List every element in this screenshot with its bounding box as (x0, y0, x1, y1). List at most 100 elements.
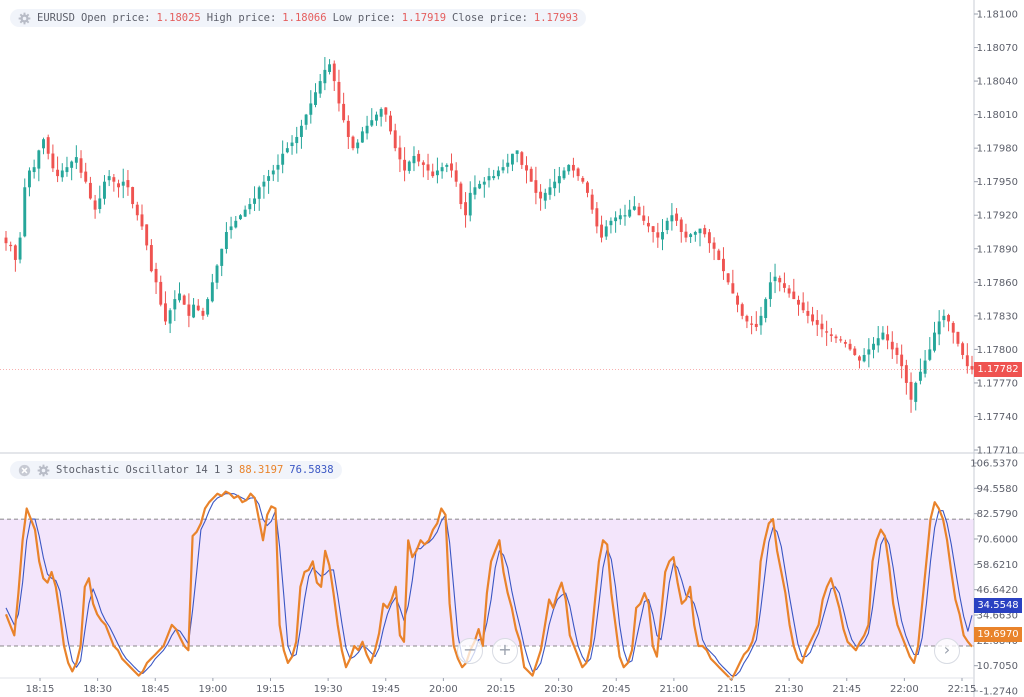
price-axis-tick-label: 1.17860 (977, 278, 1018, 289)
gear-icon[interactable] (18, 12, 31, 25)
candle-body (149, 245, 153, 272)
candle-body (51, 153, 55, 169)
candle-body (295, 136, 299, 144)
candle (450, 153, 453, 178)
candle-body (717, 250, 721, 260)
candle (820, 314, 824, 338)
candle-body (248, 204, 252, 210)
candle (478, 180, 482, 190)
candle-body (18, 237, 22, 260)
candle (131, 186, 135, 209)
stochastic-d-line (5, 493, 973, 677)
scroll-right-button[interactable]: › (934, 638, 960, 664)
candle (947, 313, 951, 332)
candle (825, 320, 829, 346)
candle-body (820, 323, 824, 330)
candle-body (360, 131, 364, 143)
candle-body (224, 232, 228, 249)
candle-body (853, 348, 857, 355)
candle-body (684, 231, 688, 238)
candle (965, 343, 969, 374)
candle (510, 153, 514, 172)
candle-body (965, 355, 969, 367)
time-axis-tick-label: 22:15 (948, 684, 977, 695)
price-axis-tick-label: 1.17920 (977, 211, 1018, 222)
candle (839, 336, 843, 343)
close-icon[interactable] (18, 464, 31, 477)
price-axis-tick-label: 1.18070 (977, 43, 1018, 54)
candle-body (933, 332, 936, 351)
oscillator-k-value: 88.3197 (239, 464, 284, 476)
oscillator-name: Stochastic Oscillator 14 1 3 (56, 464, 234, 476)
candle-body (426, 164, 430, 171)
candle (501, 159, 505, 174)
candle-body (534, 180, 538, 193)
candle (389, 110, 392, 135)
candle-body (318, 81, 322, 94)
candle (764, 297, 768, 323)
candle (201, 307, 205, 320)
candle (18, 232, 22, 264)
candle-body (867, 349, 871, 355)
candle-body (482, 181, 486, 185)
candle-body (215, 265, 219, 283)
candle (281, 140, 285, 174)
candle (309, 90, 313, 124)
candle-body (271, 170, 275, 175)
candle-body (375, 114, 378, 121)
candle (778, 275, 782, 292)
candle-body (628, 209, 632, 217)
candle (154, 262, 158, 295)
symbol-label: EURUSD (37, 12, 75, 24)
oscillator-pane[interactable] (0, 490, 974, 681)
candle-body (492, 176, 496, 179)
candle (46, 134, 50, 160)
candle-body (787, 288, 791, 294)
candle-body (726, 273, 730, 283)
candle-body (407, 161, 411, 171)
candle (468, 181, 472, 222)
candle-body (881, 332, 885, 340)
candle-body (192, 304, 196, 318)
price-axis-tick-label: 1.17800 (977, 345, 1018, 356)
price-axis-tick-label: 1.17980 (977, 144, 1018, 155)
candle (173, 290, 177, 322)
candle-body (923, 360, 927, 374)
candle (703, 224, 707, 238)
candle (267, 169, 271, 194)
candle-body (707, 232, 711, 244)
oscillator-axis-tick-label: 94.5580 (977, 484, 1018, 495)
candle (693, 230, 697, 242)
candle-body (370, 120, 374, 126)
candle (84, 162, 88, 184)
candle (900, 344, 904, 379)
candle (262, 175, 266, 199)
candle-body (210, 282, 214, 302)
candle-body (600, 224, 603, 238)
candle (93, 194, 97, 219)
candle-body (473, 187, 477, 195)
candle (942, 309, 946, 328)
candle (595, 202, 599, 234)
candle-body (839, 339, 843, 341)
candle-body (74, 157, 78, 163)
candle-body (79, 158, 83, 173)
candle (459, 181, 463, 210)
zoom-out-button[interactable]: − (457, 638, 483, 664)
candle-body (117, 183, 120, 188)
candle (876, 325, 880, 353)
price-pane[interactable] (0, 57, 974, 413)
candle (750, 315, 754, 335)
candle (970, 355, 974, 375)
zoom-in-button[interactable]: + (492, 638, 518, 664)
low-price-label: Low price: (332, 12, 396, 24)
candle-body (571, 164, 575, 171)
candle-body (267, 176, 271, 181)
candle (126, 170, 130, 196)
gear-icon[interactable] (37, 464, 50, 477)
candle (656, 222, 660, 248)
candle (112, 173, 116, 192)
candle (314, 83, 317, 108)
candle (886, 325, 890, 350)
